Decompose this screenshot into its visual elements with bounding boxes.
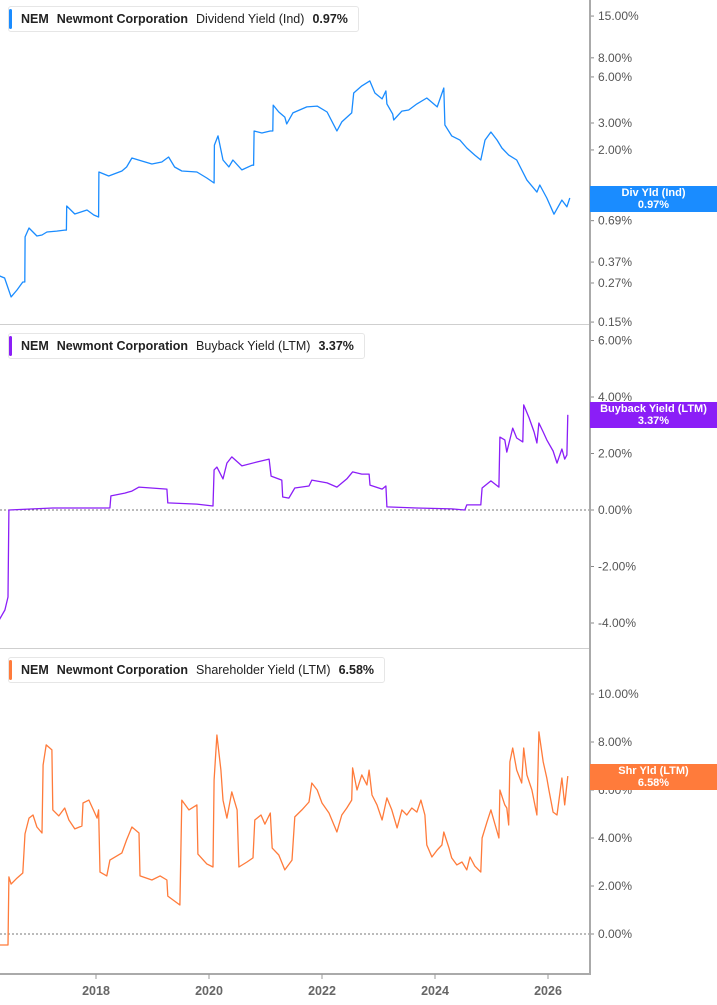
y-tick-label: 0.00% bbox=[598, 927, 632, 941]
y-tick-label: 2.00% bbox=[598, 143, 632, 157]
value-label-value: 3.37% bbox=[637, 415, 670, 427]
x-tick-label: 2026 bbox=[534, 984, 562, 998]
legend-shareholder-yield: NEM Newmont Corporation Shareholder Yiel… bbox=[8, 657, 386, 683]
value-label-title: Div Yld (Ind) bbox=[621, 187, 686, 199]
y-tick-label: 3.00% bbox=[598, 116, 632, 130]
value-label-value: 6.58% bbox=[637, 777, 670, 789]
legend-buyback-yield: NEM Newmont Corporation Buyback Yield (L… bbox=[8, 333, 365, 359]
y-tick-label: 0.69% bbox=[598, 214, 632, 228]
y-tick-label: 8.00% bbox=[598, 51, 632, 65]
x-tick-label: 2024 bbox=[421, 984, 449, 998]
legend-dividend-yield: NEM Newmont Corporation Dividend Yield (… bbox=[8, 6, 359, 32]
dividend-yield-line bbox=[0, 80, 571, 298]
y-tick-label: 0.37% bbox=[598, 255, 632, 269]
value-label-value: 0.97% bbox=[637, 199, 670, 211]
legend-color-bar bbox=[9, 660, 12, 680]
legend-value: 3.37% bbox=[318, 339, 354, 353]
x-tick-label: 2022 bbox=[308, 984, 336, 998]
y-tick-label: 0.15% bbox=[598, 315, 632, 329]
y-tick-label: 8.00% bbox=[598, 735, 632, 749]
x-tick-label: 2018 bbox=[82, 984, 110, 998]
y-tick-label: 10.00% bbox=[598, 687, 639, 701]
value-label-title: Buyback Yield (LTM) bbox=[600, 403, 707, 415]
y-tick-label: 6.00% bbox=[598, 70, 632, 84]
legend-ticker: NEM bbox=[21, 339, 49, 353]
legend-ticker: NEM bbox=[21, 663, 49, 677]
value-label-title: Shr Yld (LTM) bbox=[618, 765, 689, 777]
dividend-yield-value-label: Div Yld (Ind) 0.97% bbox=[590, 186, 717, 212]
y-tick-label: 4.00% bbox=[598, 831, 632, 845]
shareholder-yield-line bbox=[0, 731, 569, 946]
y-tick-label: -4.00% bbox=[598, 616, 636, 630]
y-tick-label: 0.00% bbox=[598, 503, 632, 517]
legend-company: Newmont Corporation bbox=[56, 663, 189, 677]
x-tick-label: 2020 bbox=[195, 984, 223, 998]
shareholder-yield-value-label: Shr Yld (LTM) 6.58% bbox=[590, 764, 717, 790]
y-tick-label: 15.00% bbox=[598, 9, 639, 23]
legend-metric: Shareholder Yield (LTM) bbox=[196, 663, 331, 677]
legend-value: 6.58% bbox=[338, 663, 375, 677]
legend-color-bar bbox=[9, 9, 12, 29]
buyback-yield-value-label: Buyback Yield (LTM) 3.37% bbox=[590, 402, 717, 428]
legend-color-bar bbox=[9, 336, 12, 356]
legend-metric: Buyback Yield (LTM) bbox=[196, 339, 311, 353]
y-tick-label: 6.00% bbox=[598, 334, 632, 348]
legend-company: Newmont Corporation bbox=[56, 12, 189, 26]
y-tick-label: 0.27% bbox=[598, 276, 632, 290]
buyback-yield-line bbox=[0, 404, 569, 620]
y-tick-label: -2.00% bbox=[598, 560, 636, 574]
legend-ticker: NEM bbox=[21, 12, 49, 26]
legend-value: 0.97% bbox=[312, 12, 348, 26]
legend-company: Newmont Corporation bbox=[56, 339, 189, 353]
y-tick-label: 4.00% bbox=[598, 390, 632, 404]
y-tick-label: 2.00% bbox=[598, 447, 632, 461]
legend-metric: Dividend Yield (Ind) bbox=[196, 12, 305, 26]
y-tick-label: 2.00% bbox=[598, 879, 632, 893]
